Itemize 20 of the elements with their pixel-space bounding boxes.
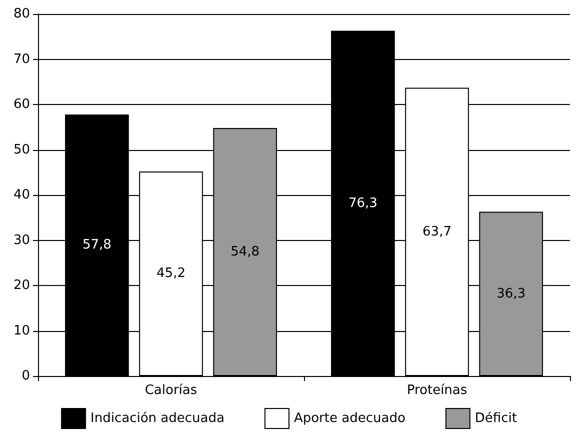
y-tick-label: 70 xyxy=(13,52,30,67)
data-label: 57,8 xyxy=(82,238,112,253)
y-tick-label: 60 xyxy=(13,97,30,112)
data-label: 63,7 xyxy=(422,224,452,240)
y-tick-label: 10 xyxy=(13,323,30,338)
y-tick-label: 20 xyxy=(13,278,30,293)
y-tick-label: 0 xyxy=(22,368,30,384)
legend-label: Aporte adecuado xyxy=(294,411,406,426)
legend-label: Indicación adecuada xyxy=(90,411,224,426)
legend-label: Déficit xyxy=(474,411,517,426)
x-tick-label: Proteínas xyxy=(406,383,468,398)
y-tick-label: 40 xyxy=(13,188,30,202)
y-tick-label: 30 xyxy=(13,232,30,248)
y-tick-label: 50 xyxy=(13,142,30,158)
y-tick-label: 80 xyxy=(13,6,30,22)
data-label: 36,3 xyxy=(496,286,526,302)
x-tick-label: Calorías xyxy=(144,383,198,398)
data-label: 45,2 xyxy=(156,266,186,282)
data-label: 76,3 xyxy=(348,196,378,211)
data-label: 54,8 xyxy=(230,244,260,260)
